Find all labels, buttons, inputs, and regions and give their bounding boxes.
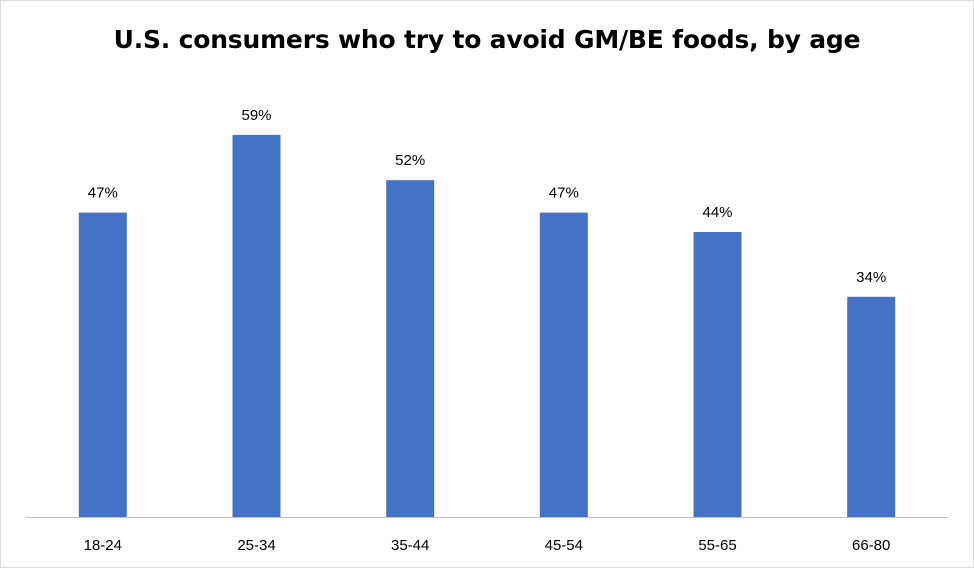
data-label-66-80: 34%: [856, 269, 886, 286]
bar-66-80: [847, 296, 896, 517]
bar-35-44: [386, 180, 435, 517]
data-label-45-54: 47%: [549, 185, 579, 202]
value-labels-layer: 47% 59% 52% 47% 44% 34%: [88, 107, 886, 286]
x-tick-label-25-34: 25-34: [237, 537, 275, 554]
bar-25-34: [232, 134, 281, 517]
bars-layer: [78, 134, 896, 517]
bar-45-54: [539, 212, 588, 517]
x-tick-label-35-44: 35-44: [391, 537, 429, 554]
data-label-35-44: 52%: [395, 152, 425, 169]
x-tick-label-18-24: 18-24: [84, 537, 122, 554]
x-tick-label-66-80: 66-80: [852, 537, 890, 554]
data-label-18-24: 47%: [88, 185, 118, 202]
data-label-25-34: 59%: [241, 107, 271, 124]
x-tick-label-55-65: 55-65: [698, 537, 736, 554]
category-ticks-layer: 18-24 25-34 35-44 45-54 55-65 66-80: [84, 537, 891, 554]
data-label-55-65: 44%: [702, 204, 732, 221]
chart-title: U.S. consumers who try to avoid GM/BE fo…: [113, 25, 861, 54]
bar-18-24: [78, 212, 127, 517]
bar-55-65: [693, 232, 742, 517]
x-tick-label-45-54: 45-54: [545, 537, 583, 554]
